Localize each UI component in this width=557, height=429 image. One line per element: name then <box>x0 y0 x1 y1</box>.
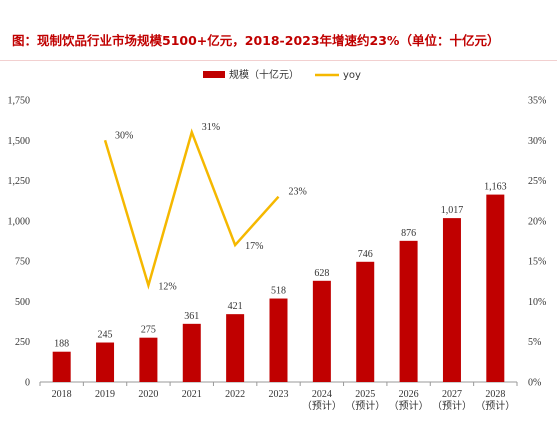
left-axis-tick-label: 1,250 <box>8 176 31 187</box>
bar <box>52 351 71 382</box>
right-axis-tick-label: 25% <box>528 176 546 187</box>
bar <box>486 194 505 382</box>
yoy-value-label: 30% <box>115 130 133 141</box>
bar-value-label: 275 <box>141 325 156 336</box>
x-axis-tick-sublabel: （预计） <box>475 399 515 412</box>
bar <box>182 323 201 382</box>
x-axis-tick-label: 2026 <box>399 389 419 400</box>
legend-label-bars: 规模（十亿元） <box>229 68 299 81</box>
x-axis-tick-label: 2019 <box>95 389 115 400</box>
bar-value-label: 188 <box>54 339 69 350</box>
left-axis-tick-label: 1,000 <box>8 216 31 227</box>
right-axis-tick-label: 10% <box>528 297 546 308</box>
x-axis-tick-label: 2027 <box>442 389 462 400</box>
x-axis-tick-label: 2025 <box>355 389 375 400</box>
x-axis-tick-sublabel: （预计） <box>432 399 472 412</box>
left-axis-tick-label: 250 <box>15 337 30 348</box>
x-axis-tick-sublabel: （预计） <box>345 399 385 412</box>
yoy-line <box>103 128 280 290</box>
x-axis-tick-label: 2020 <box>138 389 158 400</box>
right-axis-tick-label: 35% <box>528 96 546 107</box>
bar-value-label: 361 <box>184 311 199 322</box>
bar-value-label: 628 <box>314 268 329 279</box>
yoy-value-label: 17% <box>245 241 263 252</box>
right-axis-tick-label: 5% <box>528 337 541 348</box>
yoy-value-label: 12% <box>158 281 176 292</box>
chart-title: 图：现制饮品行业市场规模5100+亿元，2018-2023年增速约23%（单位：… <box>12 33 500 48</box>
yoy-value-label: 23% <box>289 187 307 198</box>
left-axis-tick-label: 1,500 <box>8 136 31 147</box>
x-axis-tick-label: 2023 <box>269 389 289 400</box>
bar-value-label: 746 <box>358 249 373 260</box>
x-axis-tick-label: 2021 <box>182 389 202 400</box>
bar-value-label: 421 <box>228 301 243 312</box>
right-axis-tick-label: 20% <box>528 216 546 227</box>
bar <box>312 280 331 382</box>
bar <box>399 240 418 382</box>
x-axis-tick-label: 2028 <box>485 389 505 400</box>
bar-value-label: 876 <box>401 228 416 239</box>
bar <box>226 314 245 382</box>
x-axis-tick-label: 2018 <box>52 389 72 400</box>
legend-label-line: yoy <box>343 70 361 81</box>
right-axis-tick-label: 15% <box>528 257 546 268</box>
title-divider <box>0 60 557 61</box>
yoy-value-label: 31% <box>202 122 220 133</box>
bar <box>356 261 375 382</box>
x-axis-tick-label: 2022 <box>225 389 245 400</box>
bar-value-label: 1,017 <box>441 205 464 216</box>
bar <box>139 337 158 382</box>
left-axis-tick-label: 1,750 <box>8 96 31 107</box>
bar-value-label: 1,163 <box>484 182 507 193</box>
bar <box>442 218 461 382</box>
x-axis-tick-sublabel: （预计） <box>389 399 429 412</box>
right-axis-tick-label: 30% <box>528 136 546 147</box>
bar-value-label: 518 <box>271 286 286 297</box>
legend-swatch-bars <box>203 71 225 78</box>
bar <box>96 342 115 382</box>
right-axis-tick-label: 0% <box>528 378 541 389</box>
left-axis-tick-label: 500 <box>15 297 30 308</box>
left-axis-tick-label: 750 <box>15 257 30 268</box>
x-axis-tick-sublabel: （预计） <box>302 399 342 412</box>
x-axis-tick-label: 2024 <box>312 389 332 400</box>
left-axis-tick-label: 0 <box>25 378 30 389</box>
bar-value-label: 245 <box>98 330 113 341</box>
bar <box>269 298 288 382</box>
